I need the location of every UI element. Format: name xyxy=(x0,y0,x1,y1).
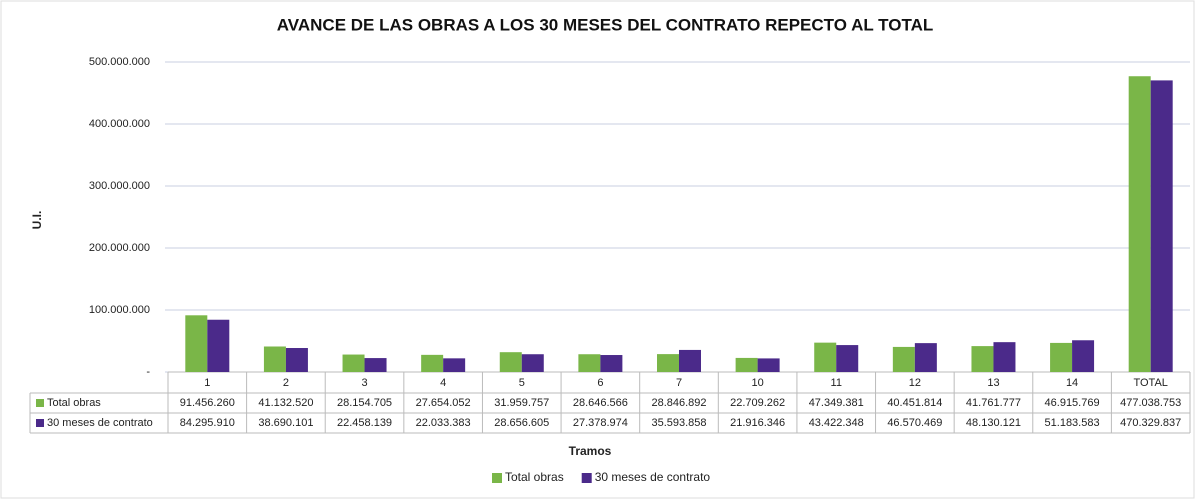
y-axis-title: U.I. xyxy=(30,211,44,230)
bar xyxy=(600,355,623,372)
x-tick-label: 5 xyxy=(519,377,525,389)
table-value: 41.761.777 xyxy=(966,397,1021,409)
bar xyxy=(499,352,522,372)
table-value: 28.154.705 xyxy=(337,397,392,409)
bar xyxy=(1072,340,1095,372)
table-legend-swatch xyxy=(36,399,44,407)
bar xyxy=(1050,342,1073,372)
table-value: 35.593.858 xyxy=(651,417,706,429)
legend-swatch xyxy=(492,473,502,483)
bar xyxy=(914,343,937,372)
legend-label: 30 meses de contrato xyxy=(595,470,711,484)
legend-label: Total obras xyxy=(505,470,564,484)
bar xyxy=(207,319,230,372)
table-value: 21.916.346 xyxy=(730,417,785,429)
table-legend-swatch xyxy=(36,419,44,427)
table-value: 46.915.769 xyxy=(1045,397,1100,409)
table-row-label: Total obras xyxy=(47,397,101,409)
y-tick-label: 200.000.000 xyxy=(89,242,150,254)
x-tick-label: 13 xyxy=(987,377,999,389)
bar xyxy=(836,345,859,372)
table-value: 470.329.837 xyxy=(1120,417,1181,429)
table-value: 27.654.052 xyxy=(416,397,471,409)
x-tick-label: 4 xyxy=(440,377,446,389)
x-tick-label: 2 xyxy=(283,377,289,389)
table-value: 477.038.753 xyxy=(1120,397,1181,409)
bar xyxy=(735,357,758,372)
table-value: 41.132.520 xyxy=(258,397,313,409)
table-value: 47.349.381 xyxy=(809,397,864,409)
y-tick-label: - xyxy=(146,366,150,378)
table-value: 28.656.605 xyxy=(494,417,549,429)
bar xyxy=(1150,80,1173,372)
bar xyxy=(971,346,994,372)
chart-title: AVANCE DE LAS OBRAS A LOS 30 MESES DEL C… xyxy=(277,15,933,34)
x-axis-title: Tramos xyxy=(569,444,612,458)
legend-swatch xyxy=(581,473,592,483)
table-value: 22.709.262 xyxy=(730,397,785,409)
table-value: 51.183.583 xyxy=(1045,417,1100,429)
bar xyxy=(285,348,308,372)
y-tick-label: 100.000.000 xyxy=(89,304,150,316)
x-tick-label: 12 xyxy=(909,377,921,389)
bar xyxy=(993,342,1016,372)
bar xyxy=(814,342,837,372)
bar xyxy=(421,354,444,372)
y-tick-label: 300.000.000 xyxy=(89,180,150,192)
table-value: 84.295.910 xyxy=(180,417,235,429)
bar xyxy=(443,358,466,372)
bar xyxy=(1128,76,1151,373)
table-value: 31.959.757 xyxy=(494,397,549,409)
bar xyxy=(679,349,701,372)
table-row-label: 30 meses de contrato xyxy=(47,417,153,429)
x-tick-label: 6 xyxy=(597,377,603,389)
table-value: 43.422.348 xyxy=(809,417,864,429)
x-tick-label: 10 xyxy=(751,377,763,389)
table-value: 40.451.814 xyxy=(887,397,942,409)
table-value: 91.456.260 xyxy=(180,397,235,409)
table-value: 38.690.101 xyxy=(258,417,313,429)
y-tick-label: 400.000.000 xyxy=(89,118,150,130)
table-value: 28.646.566 xyxy=(573,397,628,409)
x-tick-label: TOTAL xyxy=(1133,377,1167,389)
table-value: 48.130.121 xyxy=(966,417,1021,429)
table-value: 22.033.383 xyxy=(416,417,471,429)
bar xyxy=(657,354,679,372)
x-tick-label: 7 xyxy=(676,377,682,389)
bar xyxy=(892,346,915,372)
y-tick-label: 500.000.000 xyxy=(89,56,150,68)
x-tick-label: 11 xyxy=(831,377,842,389)
bar xyxy=(578,354,601,372)
x-tick-label: 1 xyxy=(204,377,210,389)
table-value: 22.458.139 xyxy=(337,417,392,429)
table-value: 27.378.974 xyxy=(573,417,628,429)
bar xyxy=(342,354,365,372)
table-value: 28.846.892 xyxy=(651,397,706,409)
x-tick-label: 3 xyxy=(361,377,367,389)
x-tick-label: 14 xyxy=(1066,377,1078,389)
bar xyxy=(263,346,286,372)
table-value: 46.570.469 xyxy=(887,417,942,429)
bar xyxy=(185,315,208,372)
bar xyxy=(521,354,544,372)
bar xyxy=(757,358,780,372)
bar xyxy=(364,358,387,372)
